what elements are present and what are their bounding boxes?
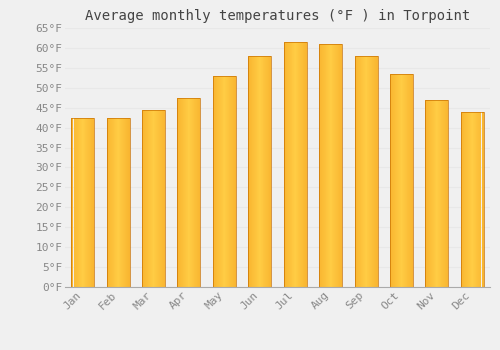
Bar [106, 118, 130, 287]
Bar [461, 112, 484, 287]
Bar [71, 118, 94, 287]
Title: Average monthly temperatures (°F ) in Torpoint: Average monthly temperatures (°F ) in To… [85, 9, 470, 23]
Bar [426, 100, 448, 287]
Bar [354, 56, 378, 287]
Bar [319, 44, 342, 287]
Bar [213, 76, 236, 287]
Bar [390, 74, 413, 287]
Bar [142, 110, 165, 287]
Bar [284, 42, 306, 287]
Bar [178, 98, 201, 287]
Bar [248, 56, 272, 287]
